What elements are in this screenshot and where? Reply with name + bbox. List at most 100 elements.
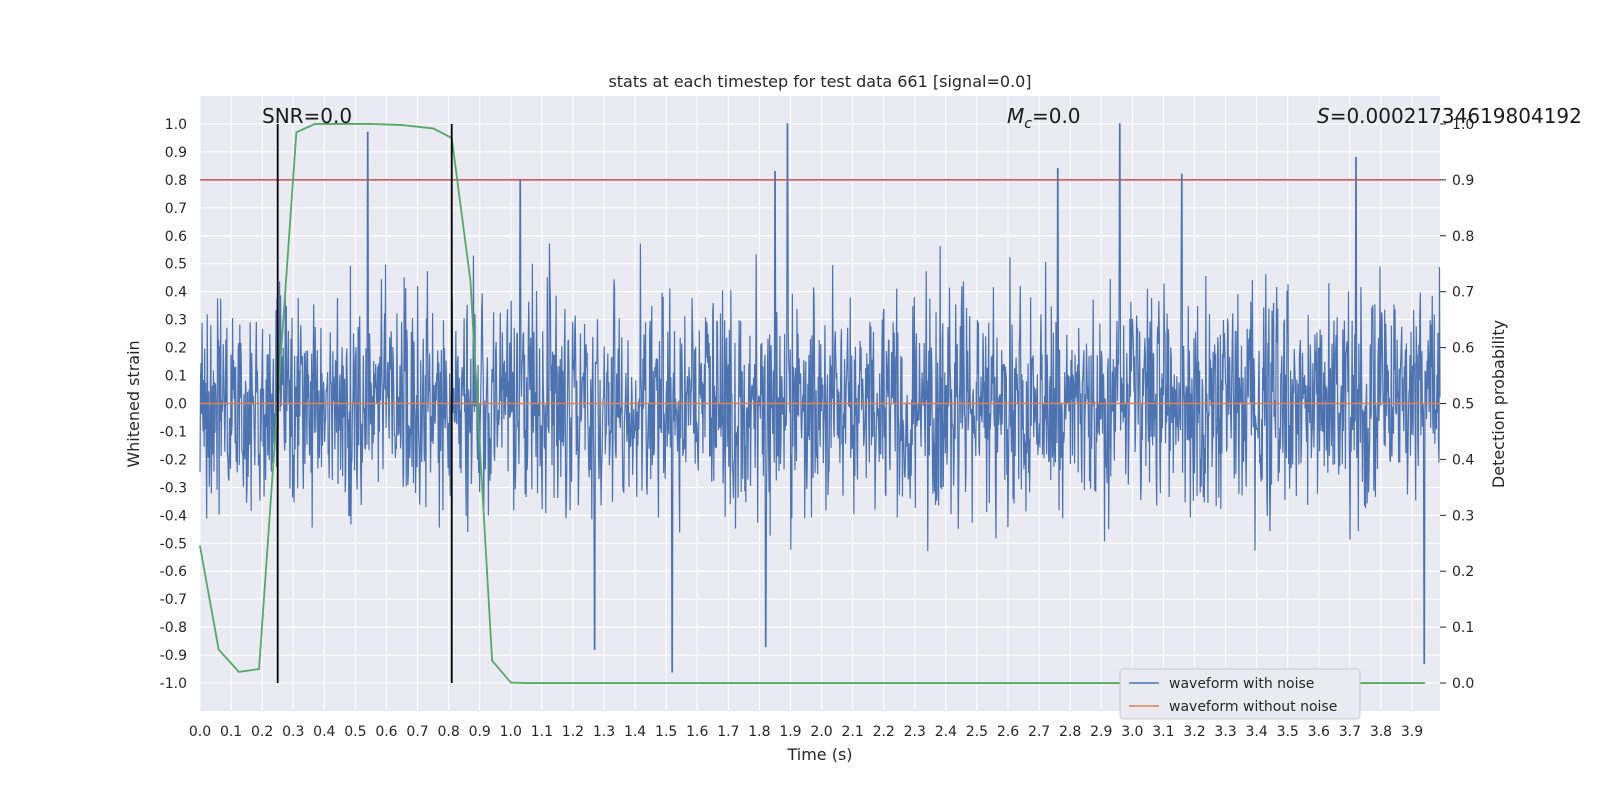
- x-tick-label: 1.8: [748, 724, 770, 740]
- detection-probability-point: [491, 659, 493, 662]
- y-tick-label: 0.9: [165, 145, 187, 161]
- detection-probability-point: [295, 131, 298, 134]
- mc-value: =0.0: [1032, 104, 1081, 128]
- detection-probability-point: [432, 127, 434, 130]
- y-tick-label: -0.8: [160, 620, 187, 636]
- y-axis-label-right: Detection probability: [1489, 320, 1508, 488]
- y-tick-label-right: 0.8: [1452, 229, 1474, 245]
- detection-probability-point: [258, 668, 260, 670]
- x-tick-label: 2.0: [810, 724, 832, 740]
- detection-probability-point: [469, 279, 472, 282]
- y-tick-label-right: 0.4: [1452, 452, 1474, 468]
- x-tick-label: 1.2: [562, 724, 584, 740]
- x-tick-label: 2.8: [1059, 724, 1081, 740]
- x-tick-label: 1.1: [531, 724, 553, 740]
- detection-probability-point: [665, 682, 667, 684]
- detection-probability-point: [238, 671, 240, 673]
- x-tick-label: 0.2: [251, 724, 273, 740]
- legend-label-clean: waveform without noise: [1169, 699, 1337, 715]
- x-tick-label: 2.6: [997, 724, 1019, 740]
- x-tick-label: 3.8: [1370, 724, 1392, 740]
- legend-label-noise: waveform with noise: [1169, 676, 1314, 692]
- x-tick-label: 3.9: [1401, 724, 1423, 740]
- detection-probability-point: [314, 123, 316, 125]
- y-tick-label: 0.3: [165, 313, 187, 329]
- y-tick-label: -0.6: [160, 564, 187, 580]
- y-tick-label: 0.5: [165, 257, 187, 273]
- x-tick-label: 1.5: [655, 724, 677, 740]
- x-tick-label: 3.5: [1277, 724, 1299, 740]
- x-tick-label: 3.2: [1183, 724, 1205, 740]
- y-tick-label-right: 0.2: [1452, 564, 1474, 580]
- y-tick-label-right: 0.6: [1452, 341, 1474, 357]
- detection-probability-point: [199, 545, 201, 547]
- detection-probability-point: [525, 682, 528, 684]
- y-tick-label: -0.7: [160, 592, 187, 608]
- s-symbol: S: [1317, 104, 1330, 128]
- x-tick-label: 3.7: [1339, 724, 1361, 740]
- mc-subscript: c: [1024, 116, 1032, 132]
- y-tick-label-right: 0.7: [1452, 285, 1474, 301]
- x-tick-label: 0.4: [313, 724, 335, 740]
- x-tick-label: 2.5: [966, 724, 988, 740]
- x-tick-label: 0.5: [344, 724, 366, 740]
- detection-probability-point: [370, 123, 372, 125]
- y-tick-label-right: 1.0: [1452, 117, 1474, 133]
- y-tick-label-right: 0.5: [1452, 397, 1474, 413]
- x-tick-label: 0.1: [220, 724, 242, 740]
- x-tick-label: 0.3: [282, 724, 304, 740]
- x-axis-label: Time (s): [786, 745, 852, 764]
- detection-probability-point: [339, 123, 341, 125]
- s-annotation: S=0.00021734619804192: [1317, 104, 1582, 128]
- y-tick-label-right: 0.1: [1452, 620, 1474, 636]
- x-tick-label: 1.7: [717, 724, 739, 740]
- y-tick-label: 0.6: [165, 229, 187, 245]
- y-tick-label: -0.9: [160, 648, 187, 664]
- x-tick-label: 3.0: [1121, 724, 1143, 740]
- x-tick-label: 3.4: [1246, 724, 1268, 740]
- y-tick-label: -0.5: [160, 536, 187, 552]
- x-tick-label: 1.4: [624, 724, 646, 740]
- legend-box: [1119, 668, 1361, 720]
- detection-probability-point: [401, 124, 403, 126]
- y-axis-label: Whitened strain: [124, 340, 143, 467]
- x-tick-label: 2.3: [904, 724, 926, 740]
- s-value: =0.00021734619804192: [1330, 104, 1582, 128]
- y-tick-label: 1.0: [165, 117, 187, 133]
- mc-symbol: M: [1007, 104, 1024, 128]
- x-tick-label: 0.0: [189, 724, 211, 740]
- y-ticks: 1.0 0.9 0.8 0.7 0.6 0.5 0.4 0.3 0.2 0.1 0.0 -0.1 -0.…: [160, 117, 187, 692]
- x-tick-label: 1.3: [593, 724, 615, 740]
- y-tick-label: 0.2: [165, 341, 187, 357]
- y-tick-label: -0.3: [160, 480, 187, 496]
- y-tick-label: -0.1: [160, 424, 187, 440]
- y-tick-label: 0.7: [165, 201, 187, 217]
- x-tick-label: 2.1: [841, 724, 863, 740]
- x-tick-label: 0.9: [469, 724, 491, 740]
- detection-probability-point: [217, 648, 220, 651]
- mc-annotation: Mc=0.0: [1007, 104, 1081, 132]
- x-tick-label: 2.7: [1028, 724, 1050, 740]
- y-tick-label: 0.4: [165, 285, 187, 301]
- y-tick-label: 0.0: [165, 397, 187, 413]
- y-tick-label-right: 0.9: [1452, 173, 1474, 189]
- x-ticks: 0.0 0.1 0.2 0.3 0.4 0.5 0.6 0.7 0.8 0.9 1.0 1.1 1.2 1…: [189, 724, 1423, 740]
- snr-annotation: SNR=0.0: [262, 104, 352, 128]
- x-tick-label: 2.9: [1090, 724, 1112, 740]
- x-tick-label: 1.0: [500, 724, 522, 740]
- x-tick-label: 3.3: [1214, 724, 1236, 740]
- legend: waveform with noise waveform without noi…: [1119, 668, 1361, 720]
- series-waveform-with-noise: [199, 123, 1441, 673]
- y-tick-label: -0.4: [160, 508, 187, 524]
- y-tick-label: -1.0: [160, 676, 187, 692]
- detection-probability-point: [1423, 682, 1426, 684]
- detection-probability-point: [820, 682, 823, 684]
- x-tick-label: 2.2: [873, 724, 895, 740]
- x-tick-label: 1.9: [779, 724, 801, 740]
- x-tick-label: 3.6: [1308, 724, 1330, 740]
- x-tick-label: 0.7: [406, 724, 428, 740]
- x-tick-label: 0.6: [375, 724, 397, 740]
- detection-probability-point: [509, 681, 512, 684]
- x-tick-label: 1.6: [686, 724, 708, 740]
